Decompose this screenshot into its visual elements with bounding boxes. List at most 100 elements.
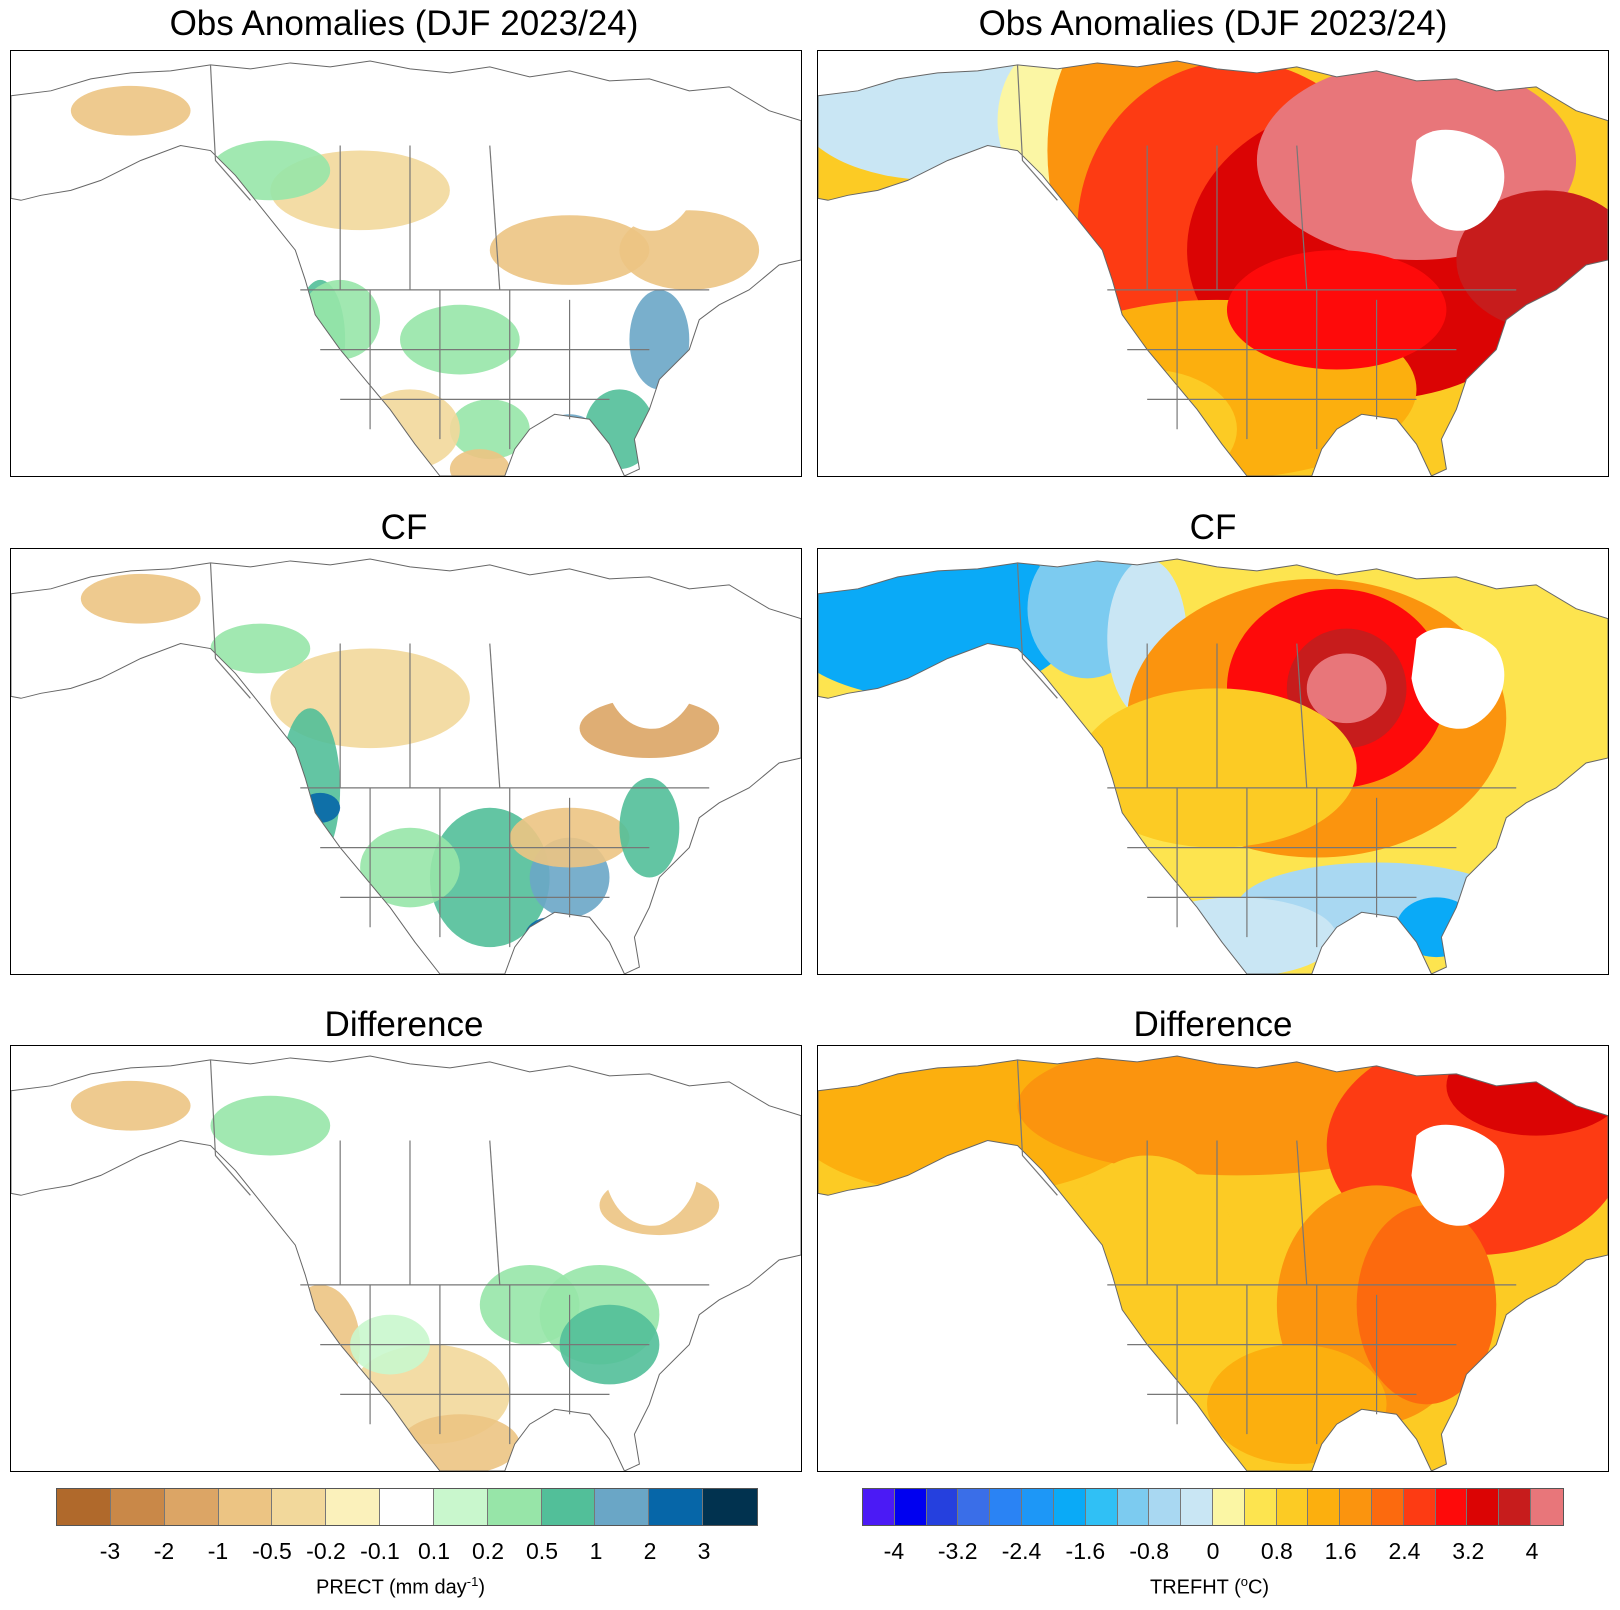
anomaly-region — [539, 414, 600, 465]
anomaly-region — [360, 389, 460, 470]
hudson-bay — [1411, 1124, 1505, 1226]
colorbar-swatch — [926, 1489, 959, 1525]
anomaly-region — [449, 449, 510, 476]
colorbar-swatch — [1467, 1489, 1500, 1525]
boundary-line — [209, 562, 251, 699]
colorbar-swatch — [487, 1489, 542, 1525]
temp-cf-map — [817, 548, 1609, 975]
colorbar-tick-label: -1 — [207, 1538, 229, 1564]
colorbar-tick-label: -0.2 — [306, 1538, 346, 1564]
boundary-line — [489, 1140, 501, 1285]
coastline — [818, 558, 1608, 974]
colorbar-tick-label: 0.5 — [526, 1538, 558, 1564]
temp-label-end: C) — [1247, 1576, 1270, 1599]
colorbar-tick-label: -0.1 — [360, 1538, 400, 1564]
colorbar-swatch — [164, 1489, 219, 1525]
anomaly-region — [80, 573, 201, 624]
colorbar-tick-label: -2.4 — [1001, 1538, 1042, 1564]
temp-colorbar-label: TREFHT (oC) — [1150, 1574, 1269, 1600]
boundary-line — [1016, 562, 1058, 699]
precip-colorbar-label: PRECT (mm day-1) — [316, 1574, 485, 1600]
panel-title-temp-obs: Obs Anomalies (DJF 2023/24) — [978, 4, 1448, 43]
colorbar-swatch — [1181, 1489, 1213, 1525]
boundary-line — [1296, 643, 1308, 788]
coastline — [818, 1055, 1608, 1471]
colorbar-swatch — [380, 1489, 434, 1525]
panel-title-temp-cf: CF — [1189, 508, 1237, 547]
colorbar-swatch — [110, 1489, 165, 1525]
anomaly-region — [300, 279, 381, 360]
coastline — [818, 60, 1608, 476]
hudson-bay — [1411, 129, 1505, 231]
colorbar-tick-label: 0.1 — [418, 1538, 450, 1564]
colorbar-swatch — [57, 1489, 111, 1525]
anomaly-region — [1226, 250, 1447, 370]
precip-cf-map — [10, 548, 802, 975]
colorbar-swatch — [433, 1489, 488, 1525]
colorbar-tick-label: -3.2 — [937, 1538, 978, 1564]
anomaly-region — [1137, 897, 1337, 974]
anomaly-region — [70, 85, 191, 136]
colorbar-swatch — [541, 1489, 596, 1525]
coastline — [11, 1055, 801, 1471]
colorbar-swatch — [990, 1489, 1023, 1525]
colorbar-swatch — [1085, 1489, 1118, 1525]
hudson-bay — [604, 627, 698, 729]
colorbar-swatch — [1276, 1489, 1309, 1525]
precip-obs-map — [10, 50, 802, 477]
colorbar-tick-label: 0.8 — [1260, 1538, 1293, 1564]
anomaly-region — [489, 215, 650, 285]
anomaly-region — [70, 1080, 191, 1131]
temp-label-text: TREFHT ( — [1150, 1576, 1241, 1599]
colorbar-swatch — [649, 1489, 704, 1525]
anomaly-region — [1306, 653, 1387, 724]
anomaly-region — [210, 140, 331, 201]
colorbar-tick-label: 0.2 — [472, 1538, 504, 1564]
boundary-line — [489, 145, 501, 290]
anomaly-region — [619, 777, 680, 878]
coastline — [11, 60, 801, 476]
anomaly-region — [524, 917, 575, 958]
colorbar-swatch — [1499, 1489, 1532, 1525]
colorbar-swatch — [1244, 1489, 1277, 1525]
colorbar-swatch — [326, 1489, 381, 1525]
coastline — [11, 558, 801, 974]
colorbar-tick-label: 1.6 — [1324, 1538, 1357, 1564]
temp-obs-map — [817, 50, 1609, 477]
colorbar-swatch — [1053, 1489, 1086, 1525]
precip-diff-map-graphic — [11, 1055, 801, 1471]
precip-obs-map-graphic — [11, 60, 801, 476]
boundary-line — [489, 643, 501, 788]
colorbar-tick-label: 4 — [1525, 1538, 1539, 1564]
panel-title-precip-obs: Obs Anomalies (DJF 2023/24) — [169, 4, 639, 43]
anomaly-region — [1207, 1344, 1387, 1465]
colorbar-tick-label: 2.4 — [1388, 1538, 1421, 1564]
temp-colorbar — [862, 1488, 1564, 1526]
precip-cf-map-graphic — [11, 558, 801, 974]
colorbar-swatch — [1308, 1489, 1341, 1525]
colorbar-tick-label: -2 — [153, 1538, 175, 1564]
colorbar-swatch — [1531, 1489, 1563, 1525]
colorbar-tick-label: -0.8 — [1129, 1538, 1169, 1564]
anomaly-region — [1396, 897, 1477, 958]
anomaly-region — [400, 304, 520, 375]
colorbar-swatch — [595, 1489, 650, 1525]
temp-diff-map — [817, 1045, 1609, 1472]
temp-diff-map-graphic — [818, 1055, 1608, 1471]
boundary-line — [209, 64, 251, 201]
boundary-line — [1016, 64, 1058, 201]
colorbar-swatch — [863, 1489, 895, 1525]
anomaly-region — [360, 827, 460, 908]
colorbar-swatch — [272, 1489, 327, 1525]
precip-label-sup: -1 — [466, 1574, 479, 1589]
colorbar-swatch — [1403, 1489, 1436, 1525]
temp-obs-map-graphic — [818, 60, 1608, 476]
colorbar-tick-label: -3 — [99, 1538, 121, 1564]
colorbar-swatch — [894, 1489, 927, 1525]
temp-cf-map-graphic — [818, 558, 1608, 974]
anomaly-region — [210, 623, 311, 674]
panel-title-precip-diff: Difference — [324, 1005, 484, 1044]
colorbar-tick-label: 1 — [589, 1538, 603, 1564]
colorbar-swatch — [218, 1489, 273, 1525]
anomaly-region — [629, 289, 690, 390]
